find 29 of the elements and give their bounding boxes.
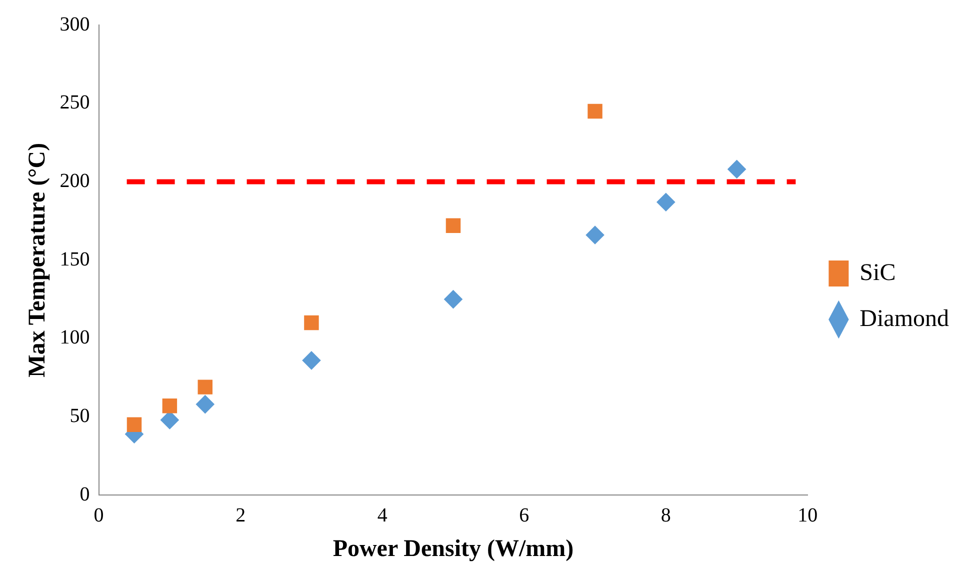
point	[656, 193, 675, 212]
y-tick-label: 50	[70, 405, 90, 428]
point	[588, 104, 602, 119]
y-tick-label: 0	[80, 483, 90, 506]
x-tick-label: 4	[377, 504, 388, 526]
x-tick-label: 6	[519, 504, 530, 526]
y-axis-title: Max Temperature (°C)	[24, 142, 51, 378]
point	[586, 226, 604, 244]
legend-label: SiC	[860, 260, 896, 286]
point	[198, 380, 212, 394]
point	[162, 398, 178, 414]
point	[126, 417, 142, 432]
y-tick-label: 200	[60, 170, 90, 192]
legend-label: Diamond	[860, 306, 950, 332]
y-tick-label: 100	[60, 326, 90, 349]
x-tick-label: 8	[660, 504, 671, 526]
x-tick-label: 2	[236, 504, 246, 526]
y-tick-label: 300	[60, 13, 90, 36]
point	[302, 351, 320, 370]
x-tick-label: 0	[94, 504, 104, 526]
y-tick-label: 250	[60, 92, 90, 114]
y-tick-label: 150	[60, 248, 90, 270]
x-tick-label: 10	[798, 504, 818, 526]
point	[728, 160, 746, 178]
x-axis-title: Power Density (W/mm)	[332, 536, 574, 562]
point	[446, 218, 461, 233]
point	[304, 315, 319, 330]
point	[196, 395, 214, 414]
point	[444, 290, 462, 308]
